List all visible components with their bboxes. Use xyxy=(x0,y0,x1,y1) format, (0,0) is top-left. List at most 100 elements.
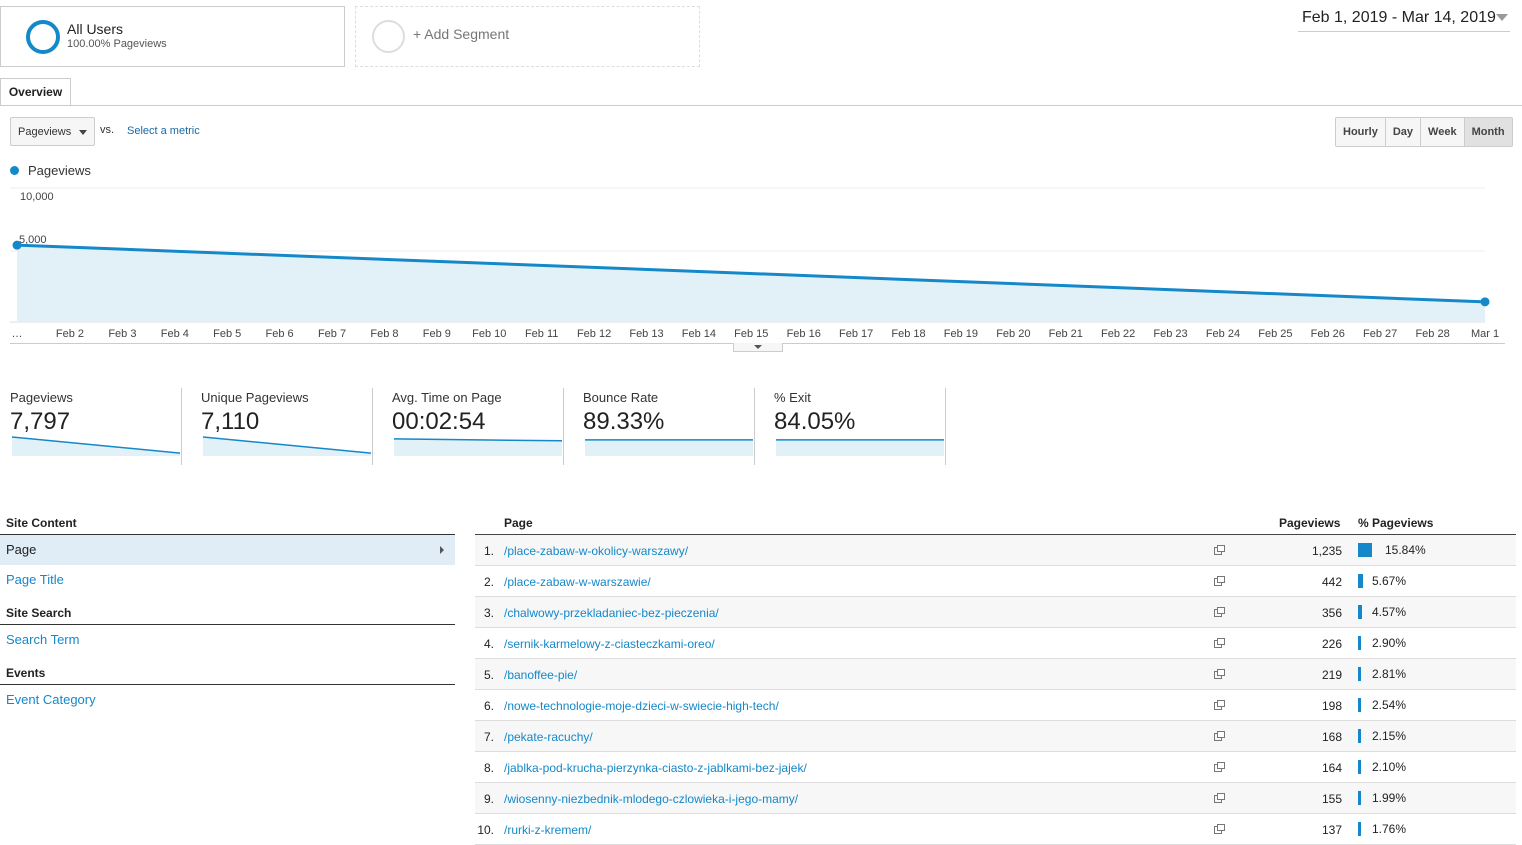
scorecard[interactable]: Avg. Time on Page 00:02:54 xyxy=(382,388,564,465)
scorecard-label: % Exit xyxy=(774,390,811,405)
row-number: 3. xyxy=(483,606,494,620)
pageviews-value: 1,235 xyxy=(1311,544,1342,558)
x-tick-label: Feb 14 xyxy=(682,328,716,340)
x-tick-label: Feb 11 xyxy=(525,328,558,340)
open-external-icon[interactable] xyxy=(1214,731,1225,741)
pageviews-value: 137 xyxy=(1321,823,1342,837)
nav-item-page[interactable]: Page xyxy=(0,535,455,565)
scorecard-value: 7,110 xyxy=(201,408,260,435)
row-number: 2. xyxy=(483,575,494,589)
tab-overview[interactable]: Overview xyxy=(0,78,71,106)
segment-all-users[interactable]: All Users 100.00% Pageviews xyxy=(0,6,345,67)
row-number: 8. xyxy=(483,761,494,775)
pct-pageviews-value: 2.90% xyxy=(1372,636,1407,650)
sparkline-line xyxy=(203,436,372,454)
page-path-link[interactable]: /place-zabaw-w-warszawie/ xyxy=(504,575,651,589)
granularity-month-button[interactable]: Month xyxy=(1464,118,1512,146)
scorecard[interactable]: Bounce Rate 89.33% xyxy=(573,388,755,465)
pct-pageviews-value: 2.54% xyxy=(1372,698,1407,712)
open-external-icon[interactable] xyxy=(1214,824,1225,834)
open-external-icon[interactable] xyxy=(1214,607,1225,617)
metric-select-value: Pageviews xyxy=(18,126,72,138)
data-point xyxy=(12,240,22,250)
row-number: 6. xyxy=(483,699,494,713)
page-path-link[interactable]: /chalwowy-przekladaniec-bez-pieczenia/ xyxy=(504,606,719,620)
share-bar xyxy=(1358,667,1361,681)
page-path-link[interactable]: /pekate-racuchy/ xyxy=(504,730,593,744)
page-path-link[interactable]: /sernik-karmelowy-z-ciasteczkami-oreo/ xyxy=(504,637,715,651)
table-row: 1. /place-zabaw-w-okolicy-warszawy/1,235 1… xyxy=(475,535,1516,566)
series-area xyxy=(17,245,1485,322)
pct-pageviews-value: 2.81% xyxy=(1372,667,1407,681)
open-external-icon[interactable] xyxy=(1214,762,1225,772)
add-segment-button[interactable]: + Add Segment xyxy=(355,6,700,67)
empty-segment-ring-icon xyxy=(372,20,405,53)
page-path-link[interactable]: /banoffee-pie/ xyxy=(504,668,578,682)
open-external-icon[interactable] xyxy=(1214,669,1225,679)
open-external-icon[interactable] xyxy=(1214,638,1225,648)
scorecard-label: Unique Pageviews xyxy=(201,390,309,405)
scorecard-divider xyxy=(754,388,755,465)
column-header-page[interactable]: Page xyxy=(504,516,533,530)
page-path-link[interactable]: /wiosenny-niezbednik-mlodego-czlowieka-i… xyxy=(504,792,799,806)
segment-title: All Users xyxy=(67,21,124,37)
pct-pageviews-value: 4.57% xyxy=(1372,605,1407,619)
x-tick-label: Feb 17 xyxy=(839,328,873,340)
x-tick-label: Feb 26 xyxy=(1311,328,1345,340)
nav-item-event-category[interactable]: Event Category xyxy=(6,692,96,707)
table-row: 3. /chalwowy-przekladaniec-bez-pieczenia/… xyxy=(475,597,1516,628)
pageviews-value: 198 xyxy=(1321,699,1342,713)
x-tick-label: Feb 27 xyxy=(1363,328,1397,340)
table-header-rule xyxy=(475,534,1516,535)
column-header-pct-pageviews[interactable]: % Pageviews xyxy=(1358,516,1434,530)
scorecard-label: Pageviews xyxy=(10,390,73,405)
open-external-icon[interactable] xyxy=(1214,576,1225,586)
data-point xyxy=(1480,297,1490,307)
add-segment-label: + Add Segment xyxy=(413,26,510,42)
scorecard[interactable]: Unique Pageviews 7,110 xyxy=(191,388,373,465)
scorecard-divider xyxy=(181,388,182,465)
metric-select[interactable]: Pageviews xyxy=(10,117,95,146)
x-tick-label: Feb 15 xyxy=(734,328,768,340)
share-bar xyxy=(1358,605,1362,619)
pct-pageviews-value: 15.84% xyxy=(1385,543,1426,557)
x-tick-label: Feb 25 xyxy=(1258,328,1292,340)
granularity-week-button[interactable]: Week xyxy=(1421,118,1465,146)
chevron-down-icon xyxy=(1496,14,1508,21)
row-number: 4. xyxy=(483,637,494,651)
expand-chart-button[interactable] xyxy=(733,343,783,352)
page-path-link[interactable]: /nowe-technologie-moje-dzieci-w-swiecie-… xyxy=(504,699,779,713)
select-metric-link[interactable]: Select a metric xyxy=(127,125,200,137)
scorecard[interactable]: % Exit 84.05% xyxy=(764,388,946,465)
scorecard-sparkline xyxy=(203,436,372,456)
date-range-picker[interactable]: Feb 1, 2019 - Mar 14, 2019 xyxy=(1298,8,1510,32)
page-path-link[interactable]: /place-zabaw-w-okolicy-warszawy/ xyxy=(504,544,689,558)
granularity-day-button[interactable]: Day xyxy=(1385,118,1422,146)
open-external-icon[interactable] xyxy=(1214,545,1225,555)
scorecard-sparkline xyxy=(776,439,944,456)
x-tick-label: Feb 21 xyxy=(1049,328,1083,340)
x-tick-label: Feb 18 xyxy=(891,328,925,340)
nav-item-search-term[interactable]: Search Term xyxy=(6,632,80,647)
pageviews-value: 168 xyxy=(1321,730,1342,744)
nav-section-site-search: Site Search xyxy=(6,606,72,620)
scorecard[interactable]: Pageviews 7,797 xyxy=(0,388,182,465)
open-external-icon[interactable] xyxy=(1214,700,1225,710)
page-path-link[interactable]: /jablka-pod-krucha-pierzynka-ciasto-z-ja… xyxy=(504,761,807,775)
nav-item-page-title[interactable]: Page Title xyxy=(6,572,64,587)
y-tick-label: 5,000 xyxy=(19,234,47,246)
legend-dot-icon xyxy=(10,166,19,175)
table-row: 10. /rurki-z-kremem/137 1.76% xyxy=(475,814,1516,845)
scorecard-divider xyxy=(563,388,564,465)
scorecard-value: 84.05% xyxy=(774,408,856,435)
x-tick-label: Feb 4 xyxy=(161,328,189,340)
page-path-link[interactable]: /rurki-z-kremem/ xyxy=(504,823,592,837)
open-external-icon[interactable] xyxy=(1214,793,1225,803)
scorecard-label: Bounce Rate xyxy=(583,390,659,405)
column-header-pageviews[interactable]: Pageviews xyxy=(1279,516,1341,530)
segment-ring-icon xyxy=(26,20,60,54)
scorecard-value: 89.33% xyxy=(583,408,665,435)
granularity-hourly-button[interactable]: Hourly xyxy=(1336,118,1386,146)
table-row: 4. /sernik-karmelowy-z-ciasteczkami-oreo/… xyxy=(475,628,1516,659)
scorecard-divider xyxy=(945,388,946,465)
